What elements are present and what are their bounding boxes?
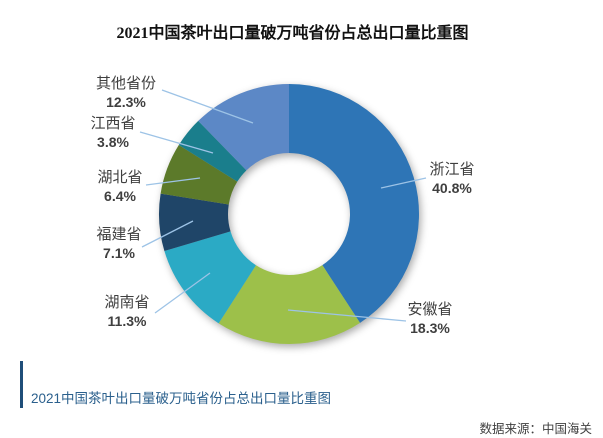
- pie-slice-fujian: [158, 193, 231, 252]
- slice-label-name: 湖北省: [97, 170, 143, 186]
- slice-label-percent: 40.8%: [432, 180, 472, 196]
- leader-line-hubei: [145, 177, 201, 186]
- slice-label-percent: 7.1%: [103, 245, 135, 261]
- leader-line-jiangxi: [139, 131, 214, 154]
- slice-label-hubei: 湖北省 6.4%: [97, 169, 142, 205]
- slice-label-percent: 12.3%: [106, 94, 146, 110]
- caption-text: 2021中国茶叶出口量破万吨省份占总出口量比重图: [31, 391, 332, 406]
- caption-row: 2021中国茶叶出口量破万吨省份占总出口量比重图: [20, 361, 331, 408]
- slice-label-name: 浙江省: [429, 162, 475, 178]
- leader-line-other: [161, 89, 254, 124]
- slice-label-percent: 3.8%: [97, 134, 129, 150]
- pie-slice-zhejiang: [289, 84, 419, 323]
- pie-slice-hunan: [164, 231, 256, 324]
- pie-slice-jiangxi: [178, 120, 247, 182]
- slice-label-name: 江西省: [90, 116, 136, 132]
- slice-label-name: 安徽省: [407, 302, 453, 318]
- slice-label-name: 湖南省: [104, 295, 150, 311]
- slice-label-percent: 11.3%: [107, 313, 147, 329]
- chart-title: 2021中国茶叶出口量破万吨省份占总出口量比重图: [116, 25, 469, 42]
- leader-line-hunan: [154, 272, 211, 314]
- leader-line-anhui: [287, 309, 407, 322]
- data-source: 数据来源：中国海关: [479, 422, 592, 436]
- leader-line-fujian: [141, 220, 194, 248]
- pie-slice-hubei: [160, 145, 238, 205]
- slice-label-percent: 6.4%: [104, 188, 136, 204]
- pie-slice-anhui: [218, 265, 361, 344]
- slice-label-anhui: 安徽省 18.3%: [407, 301, 452, 337]
- slice-label-name: 福建省: [96, 227, 142, 243]
- slice-label-hunan: 湖南省 11.3%: [104, 294, 149, 330]
- slice-label-other: 其他省份 12.3%: [96, 75, 156, 111]
- slice-label-percent: 18.3%: [410, 320, 450, 336]
- slice-label-jiangxi: 江西省 3.8%: [90, 115, 135, 151]
- slice-label-name: 其他省份: [95, 76, 157, 92]
- pie-slice-other: [198, 84, 289, 171]
- slice-label-fujian: 福建省 7.1%: [96, 226, 141, 262]
- caption-accent-bar: [20, 361, 23, 408]
- leader-line-zhejiang: [380, 177, 427, 189]
- slice-label-zhejiang: 浙江省 40.8%: [429, 161, 474, 197]
